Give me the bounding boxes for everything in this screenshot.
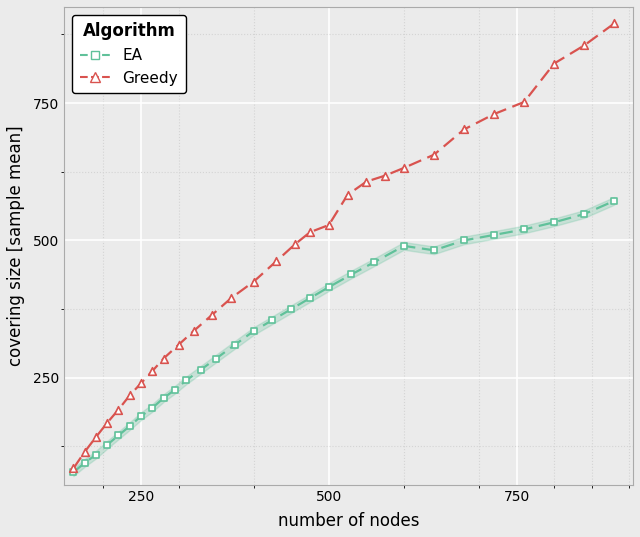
Point	[346, 270, 356, 279]
Point	[549, 59, 559, 68]
Point	[196, 365, 206, 374]
Point	[159, 394, 169, 402]
Point	[399, 164, 409, 172]
Point	[211, 354, 221, 363]
Point	[609, 197, 620, 205]
Point	[226, 294, 236, 302]
Point	[173, 340, 184, 349]
Point	[113, 431, 124, 440]
Point	[102, 440, 113, 449]
Point	[125, 391, 135, 400]
Point	[286, 305, 296, 314]
Point	[248, 277, 259, 286]
Point	[459, 125, 469, 134]
Point	[230, 340, 240, 349]
Point	[271, 257, 282, 266]
Point	[79, 459, 90, 467]
Point	[324, 221, 334, 229]
Point	[170, 386, 180, 394]
Point	[549, 218, 559, 227]
Point	[342, 191, 353, 199]
Point	[369, 258, 379, 267]
X-axis label: number of nodes: number of nodes	[278, 512, 419, 530]
Point	[609, 19, 620, 28]
Point	[290, 240, 300, 249]
Legend: EA, Greedy: EA, Greedy	[72, 14, 186, 93]
Point	[68, 468, 79, 476]
Y-axis label: covering size [sample mean]: covering size [sample mean]	[7, 126, 25, 366]
Point	[268, 316, 278, 324]
Point	[68, 464, 79, 473]
Point	[489, 110, 499, 118]
Point	[91, 451, 101, 459]
Point	[91, 433, 101, 441]
Point	[207, 310, 218, 319]
Point	[305, 294, 315, 302]
Point	[248, 326, 259, 335]
Point	[489, 230, 499, 239]
Point	[519, 98, 529, 106]
Point	[125, 422, 135, 430]
Point	[79, 448, 90, 456]
Point	[579, 210, 589, 219]
Point	[136, 379, 146, 388]
Point	[324, 283, 334, 292]
Point	[579, 41, 589, 50]
Point	[459, 236, 469, 245]
Point	[380, 171, 390, 180]
Point	[429, 150, 439, 159]
Point	[188, 326, 198, 335]
Point	[181, 376, 191, 385]
Point	[305, 228, 315, 236]
Point	[102, 418, 113, 427]
Point	[147, 367, 157, 375]
Point	[399, 242, 409, 250]
Point	[113, 405, 124, 414]
Point	[147, 404, 157, 412]
Point	[429, 246, 439, 255]
Point	[136, 412, 146, 420]
Point	[159, 354, 169, 363]
Point	[519, 225, 529, 234]
Point	[361, 177, 371, 186]
